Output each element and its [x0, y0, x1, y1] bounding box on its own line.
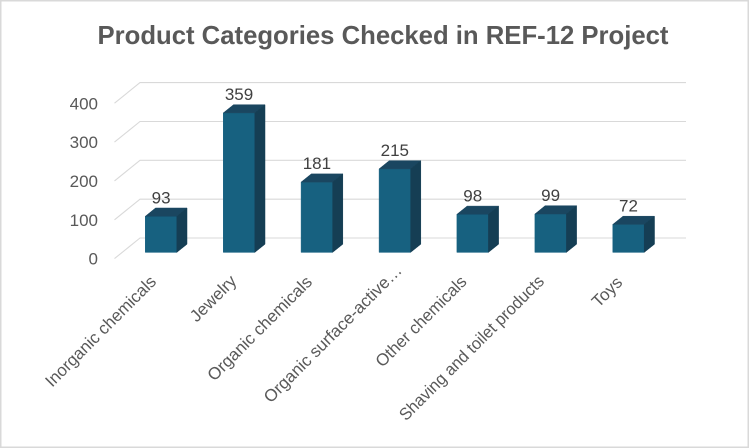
svg-text:0: 0: [89, 250, 98, 269]
svg-text:181: 181: [303, 154, 331, 173]
svg-text:359: 359: [225, 85, 253, 104]
svg-text:72: 72: [619, 197, 638, 216]
svg-text:98: 98: [463, 186, 482, 205]
svg-text:99: 99: [541, 186, 560, 205]
svg-text:300: 300: [70, 133, 98, 152]
svg-text:Product Categories Checked in: Product Categories Checked in REF-12 Pro…: [98, 22, 669, 50]
svg-text:200: 200: [70, 172, 98, 191]
svg-text:400: 400: [70, 94, 98, 113]
svg-text:215: 215: [381, 141, 409, 160]
svg-text:100: 100: [70, 211, 98, 230]
svg-text:93: 93: [152, 188, 171, 207]
